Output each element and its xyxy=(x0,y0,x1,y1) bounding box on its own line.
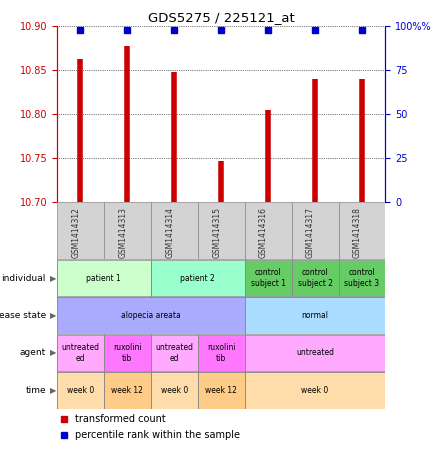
Bar xyxy=(57,297,245,334)
Text: disease state: disease state xyxy=(0,311,46,320)
Bar xyxy=(245,335,385,371)
Title: GDS5275 / 225121_at: GDS5275 / 225121_at xyxy=(148,11,295,24)
Bar xyxy=(151,335,198,371)
Bar xyxy=(198,202,245,260)
Bar xyxy=(57,260,151,297)
Text: untreated
ed: untreated ed xyxy=(155,343,193,363)
Bar xyxy=(57,335,104,371)
Text: control
subject 2: control subject 2 xyxy=(297,269,332,288)
Bar xyxy=(104,372,151,409)
Bar xyxy=(151,372,198,409)
Text: individual: individual xyxy=(2,274,46,283)
Text: ruxolini
tib: ruxolini tib xyxy=(207,343,236,363)
Text: ▶: ▶ xyxy=(50,311,57,320)
Bar xyxy=(104,202,151,260)
Text: week 12: week 12 xyxy=(111,386,143,395)
Text: GSM1414316: GSM1414316 xyxy=(259,207,268,258)
Text: agent: agent xyxy=(20,348,46,357)
Bar xyxy=(245,297,385,334)
Bar xyxy=(245,202,292,260)
Bar xyxy=(339,260,385,297)
Text: control
subject 1: control subject 1 xyxy=(251,269,286,288)
Bar xyxy=(57,372,104,409)
Text: GSM1414318: GSM1414318 xyxy=(353,207,362,258)
Text: GSM1414315: GSM1414315 xyxy=(212,207,221,258)
Bar xyxy=(292,202,339,260)
Text: week 0: week 0 xyxy=(301,386,328,395)
Bar xyxy=(245,372,385,409)
Text: percentile rank within the sample: percentile rank within the sample xyxy=(75,430,240,440)
Bar xyxy=(104,335,151,371)
Text: GSM1414313: GSM1414313 xyxy=(118,207,127,258)
Text: untreated: untreated xyxy=(296,348,334,357)
Text: patient 2: patient 2 xyxy=(180,274,215,283)
Text: time: time xyxy=(25,386,46,395)
Text: transformed count: transformed count xyxy=(75,414,166,424)
Text: ruxolini
tib: ruxolini tib xyxy=(113,343,141,363)
Bar xyxy=(339,202,385,260)
Text: alopecia areata: alopecia areata xyxy=(121,311,180,320)
Text: ▶: ▶ xyxy=(50,386,57,395)
Bar xyxy=(292,260,339,297)
Text: week 0: week 0 xyxy=(67,386,94,395)
Text: GSM1414312: GSM1414312 xyxy=(71,207,81,258)
Text: normal: normal xyxy=(301,311,328,320)
Text: week 0: week 0 xyxy=(161,386,188,395)
Bar xyxy=(57,202,104,260)
Text: patient 1: patient 1 xyxy=(86,274,121,283)
Text: control
subject 3: control subject 3 xyxy=(344,269,380,288)
Text: GSM1414314: GSM1414314 xyxy=(165,207,174,258)
Text: GSM1414317: GSM1414317 xyxy=(306,207,315,258)
Bar xyxy=(198,335,245,371)
Bar xyxy=(151,260,245,297)
Text: ▶: ▶ xyxy=(50,348,57,357)
Bar xyxy=(198,372,245,409)
Bar xyxy=(151,202,198,260)
Text: week 12: week 12 xyxy=(205,386,237,395)
Text: untreated
ed: untreated ed xyxy=(61,343,99,363)
Text: ▶: ▶ xyxy=(50,274,57,283)
Bar xyxy=(245,260,292,297)
